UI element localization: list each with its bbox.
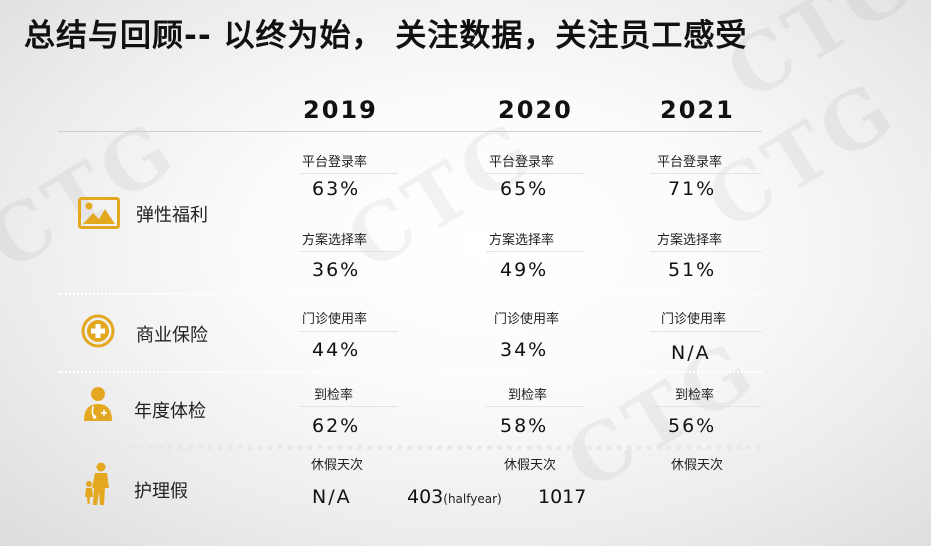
metric-value: 1017 (538, 486, 587, 508)
metric-value: 44% (312, 339, 361, 361)
metric-label: 休假天次 (671, 458, 724, 473)
metric-label: 到检率 (314, 388, 354, 403)
metric-value: N/A (312, 486, 352, 508)
category-label-annual-checkup: 年度体检 (134, 401, 206, 422)
section-divider (58, 371, 762, 373)
year-header-2021: 2021 (660, 96, 735, 124)
metric-value: 51% (668, 259, 717, 281)
slide-title: 总结与回顾-- 以终为始， 关注数据，关注员工感受 (24, 18, 748, 54)
metric-label: 平台登录率 (657, 155, 723, 170)
row-divider (486, 173, 584, 174)
row-divider (300, 406, 398, 407)
landscape-image-icon (78, 197, 120, 229)
metric-label: 门诊使用率 (302, 312, 368, 327)
metric-value: 58% (500, 415, 549, 437)
metric-label: 休假天次 (311, 458, 364, 473)
metric-label: 到检率 (508, 388, 548, 403)
metric-label: 到检率 (675, 388, 715, 403)
metric-value: 65% (500, 178, 549, 200)
metric-value: 36% (312, 259, 361, 281)
metric-value: 63% (312, 178, 361, 200)
parent-child-icon (85, 462, 109, 505)
metric-label: 方案选择率 (302, 233, 368, 248)
row-divider (650, 406, 762, 407)
metric-label: 方案选择率 (657, 233, 723, 248)
metric-label: 方案选择率 (489, 233, 555, 248)
row-divider (650, 331, 762, 332)
row-divider (650, 251, 762, 252)
category-label-nursing-leave: 护理假 (134, 481, 188, 502)
medical-cross-icon (81, 314, 115, 348)
year-header-2019: 2019 (303, 96, 378, 124)
row-divider (300, 173, 398, 174)
row-divider (486, 406, 584, 407)
metric-value: 49% (500, 259, 549, 281)
year-header-2020: 2020 (498, 96, 573, 124)
metric-label: 门诊使用率 (661, 312, 727, 327)
metric-value: 56% (668, 415, 717, 437)
metric-value: 403 (407, 486, 444, 508)
watermark-ctg: CTG (551, 323, 773, 509)
header-divider (58, 131, 762, 132)
doctor-icon (84, 387, 112, 421)
metric-value-note: (halfyear) (443, 492, 502, 506)
section-divider (58, 445, 762, 450)
metric-value: 62% (312, 415, 361, 437)
row-divider (650, 173, 762, 174)
row-divider (486, 251, 584, 252)
metric-label: 平台登录率 (489, 155, 555, 170)
metric-value-with-note: 403(halfyear) (407, 486, 502, 508)
section-divider (58, 293, 762, 295)
category-label-flexible-benefits: 弹性福利 (136, 205, 208, 226)
row-divider (300, 331, 398, 332)
metric-value: 71% (668, 178, 717, 200)
row-divider (300, 251, 398, 252)
metric-label: 休假天次 (504, 458, 557, 473)
metric-value: 34% (500, 339, 549, 361)
metric-label: 平台登录率 (302, 155, 368, 170)
metric-label: 门诊使用率 (494, 312, 560, 327)
category-label-commercial-insurance: 商业保险 (136, 325, 208, 346)
metric-value: N/A (671, 342, 711, 364)
